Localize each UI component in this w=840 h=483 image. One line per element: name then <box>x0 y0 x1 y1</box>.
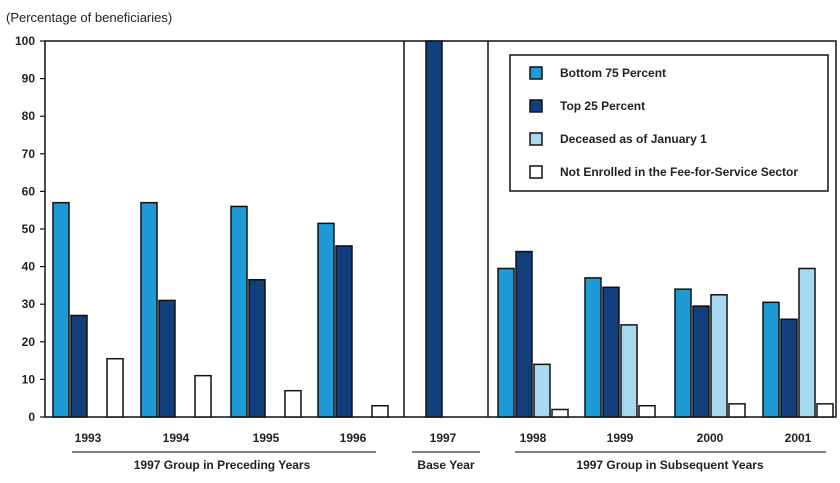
x-tick-label: 2000 <box>697 431 724 445</box>
bar <box>425 40 443 418</box>
bar <box>106 357 124 418</box>
bar <box>158 299 176 418</box>
y-tick-label: 80 <box>22 109 36 123</box>
bar <box>551 408 569 418</box>
bar <box>533 363 551 418</box>
y-tick-label: 60 <box>22 184 36 198</box>
x-tick-label: 1995 <box>253 431 280 445</box>
y-tick-label: 0 <box>28 410 35 424</box>
bar <box>284 389 302 418</box>
y-axis: 0 10 20 30 40 50 60 70 80 90 100 <box>15 34 45 424</box>
x-tick-label: 1999 <box>607 431 634 445</box>
x-tick-label: 1997 <box>430 431 457 445</box>
x-tick-label: 1993 <box>75 431 102 445</box>
bar <box>692 305 710 418</box>
legend-swatch <box>529 66 543 80</box>
legend-label: Deceased as of January 1 <box>560 132 707 146</box>
bar <box>52 201 70 418</box>
bar <box>584 277 602 418</box>
bar <box>335 245 353 418</box>
group-label: Base Year <box>417 458 474 472</box>
legend-swatch <box>529 165 543 179</box>
bar <box>816 403 834 418</box>
y-tick-label: 50 <box>22 222 36 236</box>
bar <box>248 279 266 418</box>
group-label: 1997 Group in Subsequent Years <box>576 458 764 472</box>
x-tick-label: 2001 <box>785 431 812 445</box>
bar <box>674 288 692 418</box>
legend-swatch <box>529 132 543 146</box>
legend-label: Bottom 75 Percent <box>560 66 666 80</box>
bar <box>194 374 212 418</box>
bar <box>762 301 780 418</box>
y-tick-label: 70 <box>22 147 36 161</box>
y-tick-label: 90 <box>22 72 36 86</box>
bar <box>710 294 728 418</box>
y-tick-label: 100 <box>15 34 35 48</box>
y-tick-label: 30 <box>22 297 36 311</box>
bar <box>140 201 158 418</box>
bar <box>780 318 798 418</box>
y-tick-label: 40 <box>22 260 36 274</box>
legend-label: Not Enrolled in the Fee-for-Service Sect… <box>560 165 798 179</box>
plot-area <box>44 40 837 418</box>
bar <box>230 205 248 418</box>
bar <box>317 222 335 418</box>
x-tick-label: 1994 <box>163 431 190 445</box>
bar <box>638 404 656 418</box>
legend-box <box>509 54 829 192</box>
x-axis: 1993 1994 1995 1996 1997 1998 1999 2000 2001 1997… <box>72 431 826 472</box>
bar <box>70 314 88 418</box>
bar <box>620 324 638 418</box>
legend: Bottom 75 Percent Top 25 Percent Deceased … <box>509 54 829 192</box>
y-tick-label: 20 <box>22 335 36 349</box>
legend-swatch <box>529 99 543 113</box>
bar <box>728 403 746 418</box>
legend-label: Top 25 Percent <box>560 99 645 113</box>
y-tick-label: 10 <box>22 372 36 386</box>
bar <box>371 404 389 418</box>
x-tick-label: 1996 <box>340 431 367 445</box>
bar <box>515 250 533 418</box>
bar <box>602 286 620 418</box>
group-label: 1997 Group in Preceding Years <box>134 458 311 472</box>
bar <box>798 267 816 418</box>
y-axis-label: (Percentage of beneficiaries) <box>6 10 172 25</box>
x-tick-label: 1998 <box>520 431 547 445</box>
bar <box>497 267 515 418</box>
